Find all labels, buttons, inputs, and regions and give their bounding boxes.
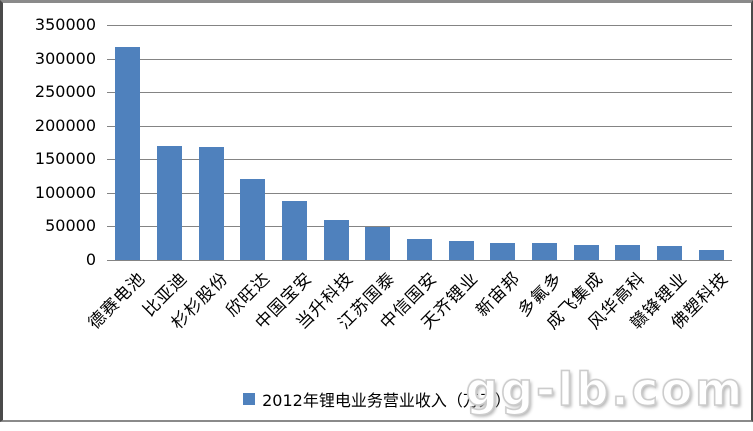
y-tick-label: 150000 [34,149,96,169]
bar-天齐锂业 [448,240,474,260]
watermark: gg-lb.com [465,362,745,417]
bar-新宙邦 [490,242,516,260]
gridline [107,260,732,261]
x-tick-label: 比亚迪 [138,268,192,321]
bar-欣旺达 [240,179,266,260]
x-tick-label: 赣锋锂业 [626,268,692,334]
bar-中国宝安 [282,200,307,260]
y-tick-label: 200000 [34,115,96,135]
y-tick-label: 50000 [45,216,96,236]
gridline [107,58,732,60]
legend-label: 2012年锂电业务营业收入（万元） [262,391,511,410]
x-tick-label: 新宙邦 [472,268,525,321]
x-tick-label: 佛塑科技 [667,268,733,334]
bar-比亚迪 [157,145,182,260]
y-tick-label: 100000 [34,182,96,202]
bar-德赛电池 [115,46,141,260]
plot-area [107,25,732,261]
x-tick-label: 成飞集成 [542,268,608,334]
x-tick-label: 中国宝安 [251,268,317,334]
gridline [107,226,732,228]
y-tick-label: 0 [85,250,96,269]
x-tick-label: 当升科技 [292,268,358,334]
x-tick-label: 中信国安 [376,268,442,334]
x-tick-label: 欣旺达 [222,268,275,321]
y-tick-label: 350000 [34,15,96,34]
x-tick-label: 多氟多 [513,268,567,321]
gridline [107,25,732,26]
legend: 2012年锂电业务营业收入（万元） [3,387,751,411]
bar-成飞集成 [573,244,599,260]
legend-marker-icon [243,393,256,405]
gridline [107,159,732,161]
x-tick-label: 风华高科 [584,268,650,334]
x-tick-label: 天齐锂业 [417,268,483,334]
bar-江苏国泰 [365,227,391,260]
bar-当升科技 [323,219,349,260]
y-axis: 0 50000 100000 150000 200000 250000 300000 3500… [3,3,96,283]
chart-frame: 0 50000 100000 150000 200000 250000 300000 3500… [0,0,753,422]
gridline [107,192,732,194]
bar-风华高科 [615,244,641,260]
bar-中信国安 [407,238,432,260]
x-tick-label: 江苏国泰 [334,268,400,334]
y-tick-label: 250000 [34,82,96,102]
bar-杉杉股份 [198,147,224,260]
x-tick-label: 杉杉股份 [167,268,233,334]
gridline [107,92,732,94]
bar-赣锋锂业 [657,245,682,260]
y-tick-label: 300000 [34,48,96,68]
gridline [107,125,732,127]
bar-佛塑科技 [698,249,724,260]
bar-多氟多 [532,243,557,260]
